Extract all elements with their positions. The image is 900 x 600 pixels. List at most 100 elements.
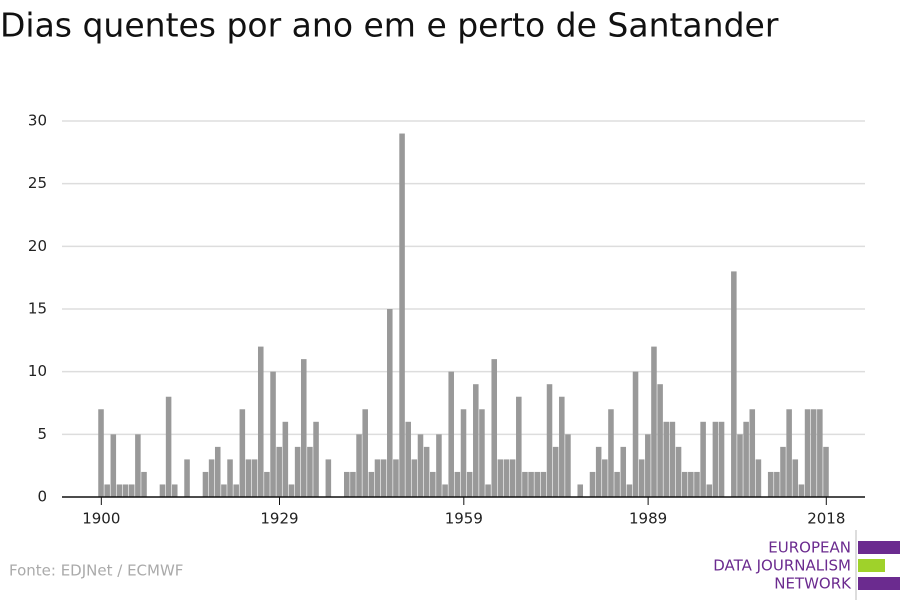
- bar: [214, 446, 221, 497]
- bar: [559, 396, 565, 497]
- bar: [688, 471, 694, 497]
- bar: [307, 446, 313, 497]
- bar: [282, 421, 289, 497]
- bar: [98, 409, 104, 497]
- bar: [368, 471, 375, 497]
- bar: [823, 446, 829, 497]
- bar: [657, 384, 663, 497]
- bar: [522, 471, 528, 497]
- bar: [374, 459, 381, 497]
- bar: [503, 459, 510, 497]
- bar: [325, 459, 332, 497]
- bar: [817, 409, 823, 497]
- bar: [135, 434, 141, 497]
- bar: [264, 471, 270, 497]
- bar: [755, 459, 762, 497]
- logo: EUROPEAN DATA JOURNALISM NETWORK: [713, 530, 900, 600]
- bar: [534, 471, 541, 497]
- bar: [436, 434, 442, 497]
- bar: [749, 409, 756, 497]
- bar: [239, 409, 246, 497]
- bar: [774, 471, 780, 497]
- bar: [380, 459, 387, 497]
- bar: [128, 484, 135, 497]
- bar: [540, 471, 547, 497]
- bar: [681, 471, 688, 497]
- bar: [602, 459, 608, 497]
- y-tick-label: 0: [37, 488, 47, 506]
- bar: [350, 471, 356, 497]
- bar: [767, 471, 774, 497]
- bar: [313, 421, 319, 497]
- bar: [645, 434, 651, 497]
- bar: [509, 459, 516, 497]
- bar: [288, 484, 295, 497]
- bar: [184, 459, 190, 497]
- bar: [479, 409, 485, 497]
- bar: [171, 484, 178, 497]
- bar: [417, 434, 424, 497]
- bar: [497, 459, 504, 497]
- logo-text: EUROPEAN: [768, 539, 851, 557]
- bar: [257, 346, 264, 497]
- bar: [651, 346, 657, 497]
- bar: [792, 459, 799, 497]
- bar: [700, 421, 706, 497]
- x-tick-label: 1989: [629, 510, 667, 528]
- bar: [675, 446, 682, 497]
- bar: [110, 434, 117, 497]
- bar: [227, 459, 233, 497]
- bar: [233, 484, 239, 497]
- bar: [638, 459, 645, 497]
- bar: [669, 421, 676, 497]
- bar: [694, 471, 700, 497]
- y-tick-label: 10: [28, 362, 47, 380]
- bar: [546, 384, 553, 497]
- bar: [270, 371, 276, 497]
- bar: [245, 459, 252, 497]
- bar: [251, 459, 258, 497]
- bar: [423, 446, 430, 497]
- bar: [300, 359, 307, 497]
- bar: [442, 484, 448, 497]
- bar: [491, 359, 497, 497]
- logo-text: NETWORK: [774, 575, 852, 593]
- bar: [528, 471, 534, 497]
- bar: [208, 459, 215, 497]
- bar: [577, 484, 584, 497]
- y-tick-label: 30: [28, 112, 47, 130]
- logo-bar: [858, 541, 900, 554]
- bar: [122, 484, 129, 497]
- y-tick-label: 20: [28, 237, 47, 255]
- bar: [411, 459, 418, 497]
- bar: [202, 471, 209, 497]
- bar: [116, 484, 123, 497]
- chart-title: Dias quentes por ano em e perto de Santa…: [0, 6, 779, 45]
- bar: [466, 471, 473, 497]
- bar: [448, 371, 454, 497]
- bar: [141, 471, 147, 497]
- bar: [798, 484, 805, 497]
- bar: [706, 484, 713, 497]
- bar: [485, 484, 491, 497]
- y-tick-label: 5: [37, 425, 47, 443]
- bar: [104, 484, 110, 497]
- bar: [405, 421, 411, 497]
- bar: [595, 446, 602, 497]
- bar: [620, 446, 627, 497]
- bar: [552, 446, 559, 497]
- bar: [589, 471, 596, 497]
- logo-text: DATA JOURNALISM: [713, 557, 851, 575]
- bar: [780, 446, 786, 497]
- bar: [608, 409, 614, 497]
- bar: [294, 446, 301, 497]
- bar: [804, 409, 811, 497]
- bar: [737, 434, 743, 497]
- bar: [344, 471, 350, 497]
- bar: [393, 459, 399, 497]
- source: Fonte: EDJNet / ECMWF: [9, 562, 183, 580]
- bar: [387, 309, 393, 497]
- bar: [276, 446, 282, 497]
- bar: [810, 409, 817, 497]
